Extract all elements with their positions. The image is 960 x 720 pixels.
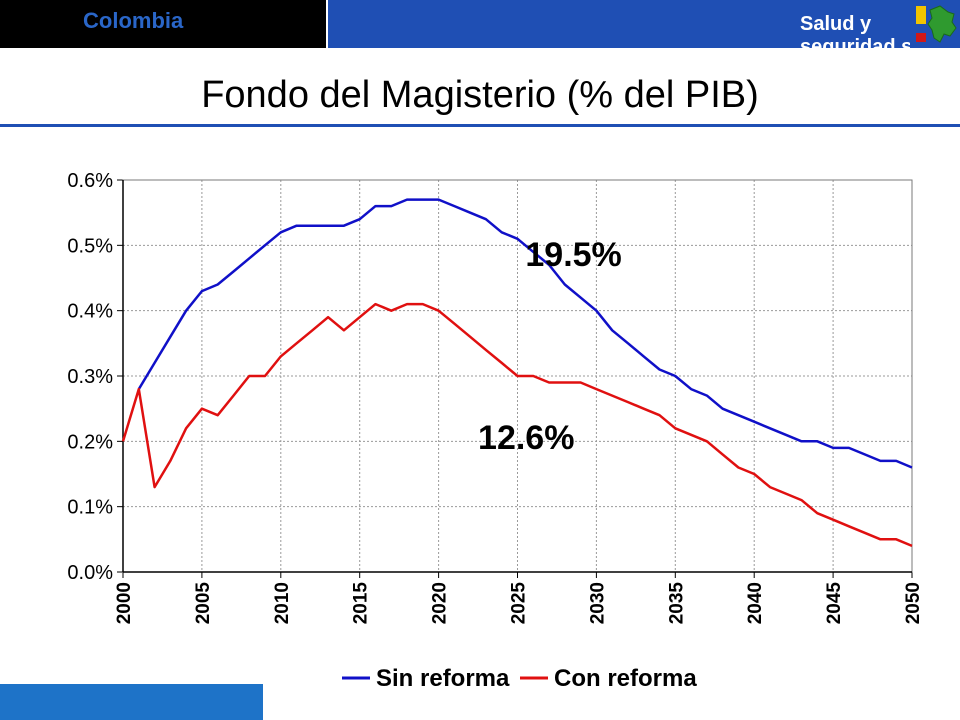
- x-tick-label: 2030: [587, 582, 608, 624]
- x-tick-label: 2020: [430, 582, 451, 624]
- annotation-label: 12.6%: [478, 419, 574, 457]
- y-tick-label: 0.3%: [67, 366, 113, 388]
- header-country-bar: Colombia: [0, 0, 326, 48]
- legend-label: Sin reforma: [376, 665, 510, 692]
- country-label: Colombia: [83, 8, 184, 33]
- y-tick-label: 0.0%: [67, 562, 113, 584]
- x-tick-label: 2010: [272, 582, 293, 624]
- footer-bar: [0, 684, 263, 720]
- y-tick-label: 0.2%: [67, 431, 113, 453]
- x-tick-label: 2050: [903, 582, 924, 624]
- x-tick-label: 2025: [509, 582, 530, 625]
- page-title: Fondo del Magisterio (% del PIB): [201, 74, 759, 116]
- series-line: [137, 198, 913, 469]
- y-tick-label: 0.6%: [67, 170, 113, 192]
- series-line: [121, 302, 913, 548]
- x-tick-label: 2035: [666, 582, 687, 625]
- legend-label: Con reforma: [554, 665, 697, 692]
- title-divider: [0, 124, 960, 127]
- header-section-bar: Salud y seguridad social: [328, 0, 960, 58]
- colombia-map-logo-icon: [910, 0, 960, 48]
- x-tick-label: 2005: [193, 582, 214, 625]
- x-tick-label: 2045: [824, 582, 845, 625]
- x-tick-label: 2000: [114, 582, 135, 624]
- x-tick-label: 2040: [745, 582, 766, 624]
- y-tick-label: 0.4%: [67, 301, 113, 323]
- x-tick-label: 2015: [351, 582, 372, 625]
- y-tick-label: 0.5%: [67, 235, 113, 257]
- annotation-label: 19.5%: [525, 236, 621, 274]
- y-tick-label: 0.1%: [67, 497, 113, 519]
